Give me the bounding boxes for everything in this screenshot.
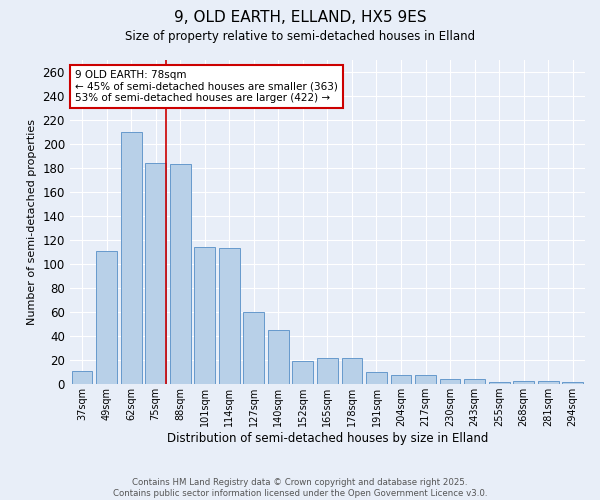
Bar [464, 380, 485, 384]
Bar [268, 330, 289, 384]
Bar [562, 382, 583, 384]
Bar [513, 380, 534, 384]
Bar [415, 374, 436, 384]
Bar [440, 380, 460, 384]
Bar [194, 248, 215, 384]
Bar [219, 248, 239, 384]
Text: Contains HM Land Registry data © Crown copyright and database right 2025.
Contai: Contains HM Land Registry data © Crown c… [113, 478, 487, 498]
Y-axis label: Number of semi-detached properties: Number of semi-detached properties [27, 119, 37, 325]
Bar [538, 380, 559, 384]
X-axis label: Distribution of semi-detached houses by size in Elland: Distribution of semi-detached houses by … [167, 432, 488, 445]
Bar [121, 132, 142, 384]
Bar [71, 371, 92, 384]
Bar [145, 164, 166, 384]
Bar [341, 358, 362, 384]
Bar [244, 312, 264, 384]
Bar [292, 362, 313, 384]
Bar [366, 372, 387, 384]
Bar [170, 164, 191, 384]
Bar [391, 374, 412, 384]
Bar [317, 358, 338, 384]
Text: Size of property relative to semi-detached houses in Elland: Size of property relative to semi-detach… [125, 30, 475, 43]
Text: 9, OLD EARTH, ELLAND, HX5 9ES: 9, OLD EARTH, ELLAND, HX5 9ES [173, 10, 427, 25]
Bar [489, 382, 509, 384]
Bar [96, 251, 117, 384]
Text: 9 OLD EARTH: 78sqm
← 45% of semi-detached houses are smaller (363)
53% of semi-d: 9 OLD EARTH: 78sqm ← 45% of semi-detache… [75, 70, 338, 103]
